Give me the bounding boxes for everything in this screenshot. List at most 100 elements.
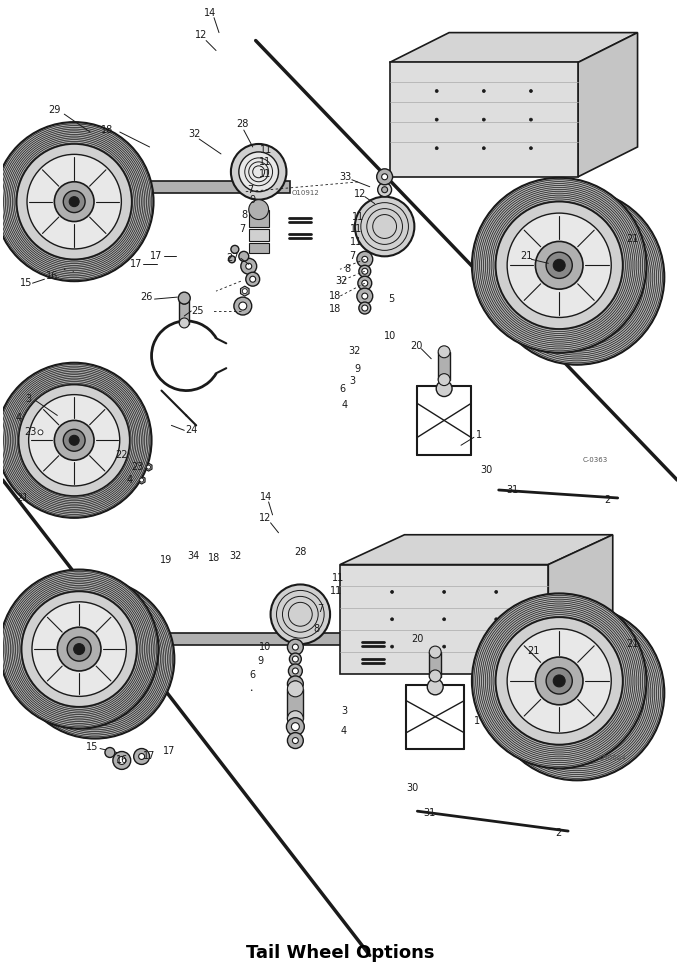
- Circle shape: [554, 254, 601, 301]
- Circle shape: [27, 155, 121, 249]
- Text: 11: 11: [350, 224, 362, 234]
- Text: 3: 3: [26, 394, 32, 404]
- Circle shape: [57, 627, 101, 671]
- Circle shape: [288, 676, 303, 692]
- Text: 26: 26: [140, 292, 153, 302]
- Circle shape: [507, 629, 611, 733]
- Circle shape: [546, 252, 573, 278]
- Polygon shape: [145, 464, 152, 471]
- Circle shape: [427, 679, 443, 695]
- Circle shape: [359, 302, 371, 314]
- Circle shape: [134, 749, 150, 764]
- Text: 10: 10: [258, 642, 271, 652]
- Circle shape: [288, 681, 303, 697]
- Text: 9: 9: [250, 195, 256, 205]
- Circle shape: [32, 602, 126, 697]
- Bar: [438, 352, 450, 379]
- Circle shape: [18, 384, 130, 496]
- Circle shape: [490, 606, 664, 780]
- Circle shape: [239, 302, 247, 310]
- Text: 9: 9: [355, 364, 361, 373]
- Text: •: •: [249, 688, 252, 694]
- Text: 12: 12: [354, 189, 366, 199]
- Text: 28: 28: [294, 547, 307, 557]
- Circle shape: [239, 251, 249, 262]
- Circle shape: [292, 644, 299, 650]
- Circle shape: [288, 710, 303, 726]
- Text: 3: 3: [349, 375, 355, 385]
- Circle shape: [113, 752, 131, 769]
- Circle shape: [429, 670, 441, 682]
- Text: 30: 30: [481, 466, 493, 475]
- Bar: [180, 299, 189, 324]
- Bar: [390, 63, 578, 176]
- Text: C-0363: C-0363: [583, 457, 608, 464]
- Bar: [249, 243, 269, 254]
- Circle shape: [180, 294, 189, 304]
- Text: 11: 11: [330, 586, 342, 597]
- Circle shape: [139, 754, 145, 760]
- Polygon shape: [578, 32, 638, 176]
- Text: 4: 4: [341, 725, 347, 736]
- Circle shape: [435, 147, 438, 150]
- Text: 15: 15: [86, 742, 98, 752]
- Circle shape: [554, 260, 565, 271]
- Circle shape: [495, 645, 498, 648]
- Text: 3: 3: [341, 706, 347, 715]
- Circle shape: [472, 177, 647, 353]
- Circle shape: [564, 680, 590, 706]
- Circle shape: [535, 657, 583, 705]
- Text: 7: 7: [317, 605, 323, 614]
- Bar: [249, 210, 269, 227]
- Text: Tail Wheel Options: Tail Wheel Options: [245, 945, 435, 962]
- Text: 21: 21: [520, 251, 532, 262]
- Polygon shape: [340, 535, 613, 564]
- Text: 32: 32: [230, 551, 242, 561]
- Text: 11: 11: [260, 145, 272, 155]
- Circle shape: [105, 748, 115, 758]
- Bar: [85, 604, 99, 631]
- Circle shape: [362, 280, 368, 286]
- Text: 25: 25: [191, 306, 203, 316]
- Text: 32: 32: [349, 346, 361, 356]
- Text: 8: 8: [344, 265, 350, 274]
- Circle shape: [564, 264, 590, 290]
- Circle shape: [292, 722, 299, 731]
- Text: 14: 14: [204, 8, 216, 18]
- Circle shape: [362, 257, 368, 263]
- Circle shape: [63, 429, 85, 451]
- Circle shape: [87, 140, 101, 154]
- Circle shape: [288, 664, 303, 678]
- Circle shape: [292, 656, 299, 662]
- Circle shape: [490, 190, 664, 365]
- Circle shape: [147, 466, 150, 469]
- Text: 10: 10: [384, 331, 396, 341]
- Circle shape: [482, 119, 486, 122]
- Circle shape: [377, 169, 392, 185]
- Circle shape: [381, 173, 388, 179]
- Text: 21: 21: [527, 646, 540, 656]
- Circle shape: [234, 297, 252, 315]
- Circle shape: [73, 637, 117, 681]
- Text: 17: 17: [150, 251, 163, 262]
- Text: 8: 8: [241, 210, 248, 220]
- Circle shape: [292, 668, 299, 674]
- Text: 24: 24: [185, 425, 197, 435]
- Circle shape: [231, 144, 286, 200]
- Circle shape: [390, 590, 394, 594]
- Text: 1: 1: [474, 715, 480, 725]
- Circle shape: [69, 435, 79, 445]
- Circle shape: [530, 89, 532, 92]
- Circle shape: [139, 478, 143, 482]
- Circle shape: [288, 733, 303, 749]
- Text: 32: 32: [336, 276, 348, 286]
- Text: 7: 7: [248, 184, 254, 195]
- Circle shape: [118, 757, 126, 764]
- Text: •: •: [71, 271, 73, 275]
- Polygon shape: [548, 535, 613, 674]
- Circle shape: [0, 363, 152, 517]
- Circle shape: [54, 420, 94, 461]
- Circle shape: [87, 170, 101, 183]
- Circle shape: [90, 654, 101, 664]
- Bar: [288, 689, 303, 718]
